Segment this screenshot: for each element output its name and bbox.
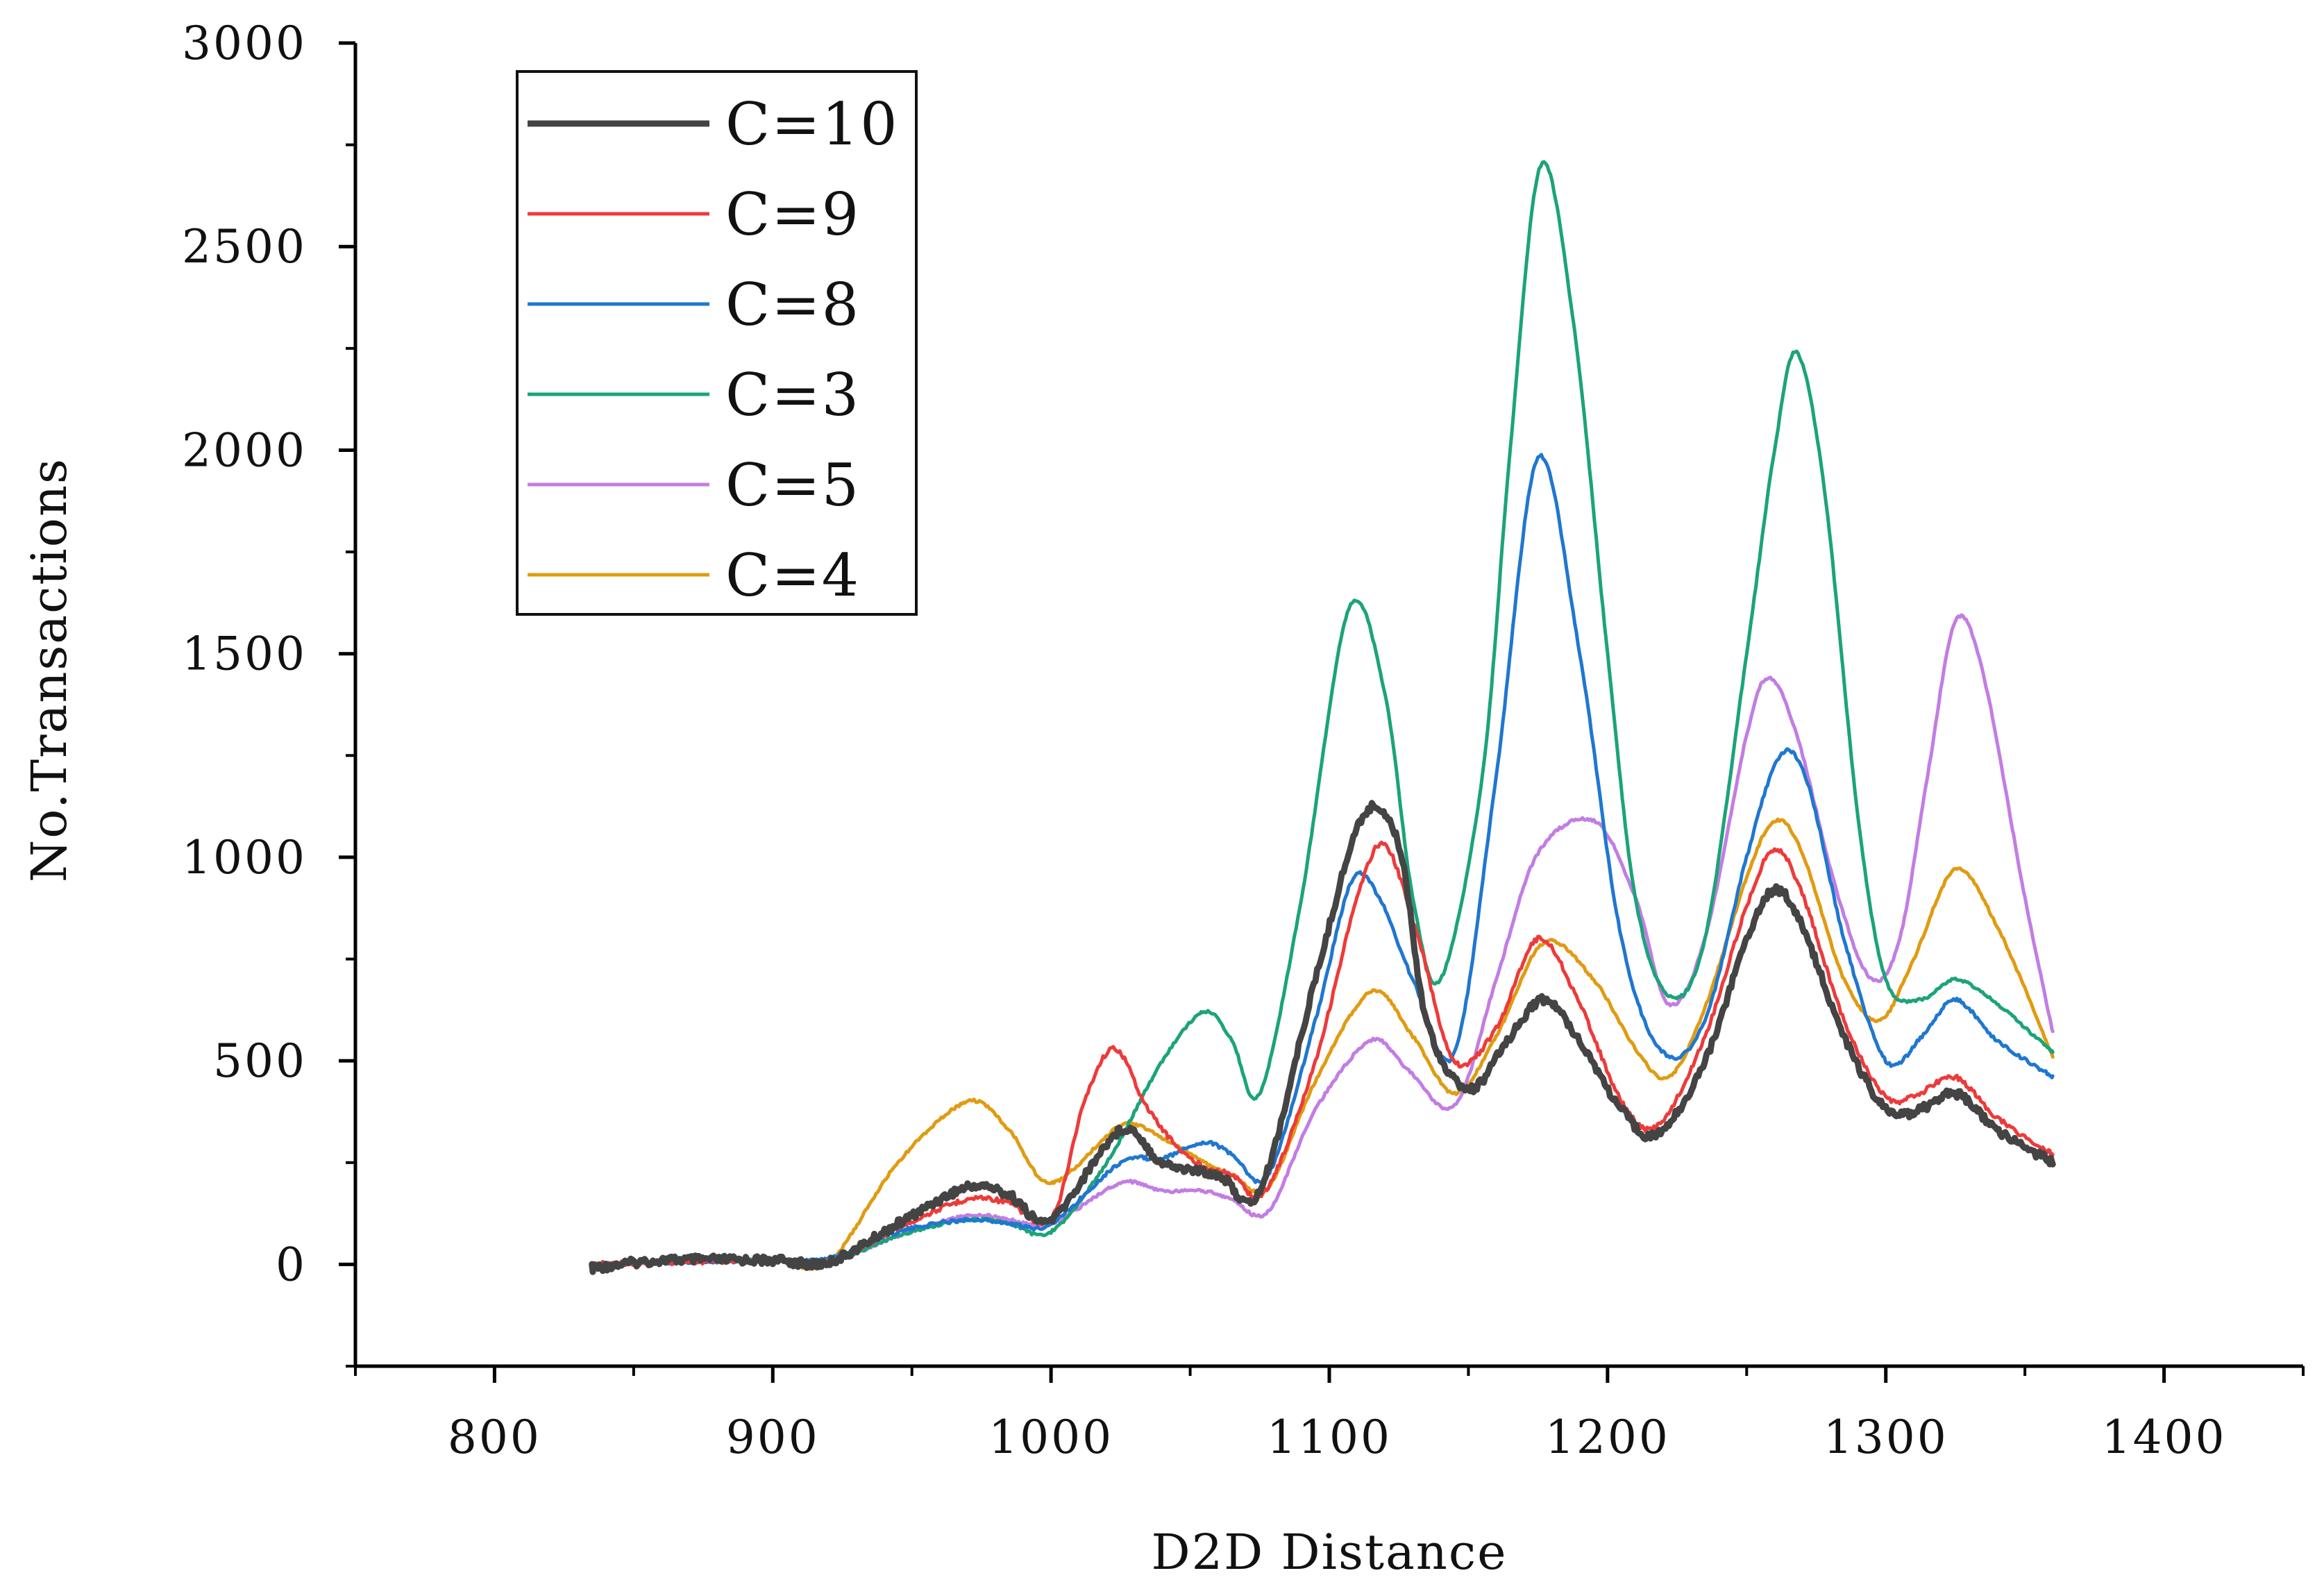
- series-line-c-10: [589, 800, 2056, 1275]
- y-tick-label: 0: [276, 1238, 307, 1291]
- y-tick-label: 3000: [182, 17, 307, 70]
- legend-label: C=8: [725, 271, 860, 339]
- x-tick-label: 1300: [1824, 1411, 1948, 1464]
- x-tick-label: 1100: [1267, 1411, 1392, 1464]
- legend-label: C=5: [725, 451, 860, 519]
- y-tick-label: 2000: [182, 423, 307, 477]
- legend-label: C=3: [725, 361, 860, 429]
- x-tick-label: 900: [726, 1411, 820, 1464]
- legend-label: C=10: [725, 90, 899, 158]
- series-line-c-8: [590, 453, 2055, 1268]
- series-line-c-9: [590, 840, 2055, 1268]
- x-tick-label: 800: [448, 1411, 541, 1464]
- y-tick-label: 1000: [182, 831, 307, 884]
- y-tick-label: 1500: [182, 628, 307, 681]
- x-tick-label: 1000: [988, 1411, 1113, 1464]
- x-tick-label: 1400: [2102, 1411, 2227, 1464]
- x-axis-title: D2D Distance: [1151, 1524, 1507, 1581]
- series-group: [589, 160, 2056, 1275]
- legend-box: [516, 70, 918, 616]
- x-tick-label: 1200: [1545, 1411, 1670, 1464]
- legend: C=10 C=9 C=8 C=3 C=5 C=4: [516, 70, 918, 616]
- legend-label: C=4: [725, 541, 860, 609]
- y-tick-label: 500: [213, 1034, 307, 1088]
- x-ticks-group: 800 900 1000 1100 1200 1300 1400: [354, 1366, 2305, 1464]
- y-tick-label: 2500: [182, 220, 307, 274]
- legend-label: C=9: [725, 180, 860, 249]
- y-axis-title: No.Transactions: [21, 457, 78, 882]
- y-ticks-group: 0 500 1000 1500 2000 2500 3000: [182, 17, 355, 1368]
- series-line-c-5: [590, 613, 2055, 1268]
